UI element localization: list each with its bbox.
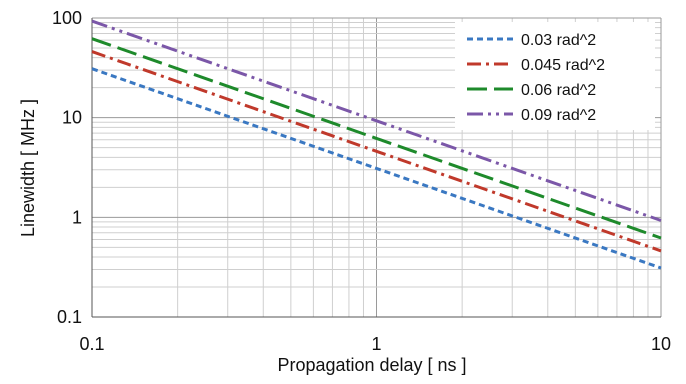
y-tick-label: 10 [62,108,82,128]
legend-label: 0.09 rad^2 [521,107,596,124]
x-axis-title: Propagation delay [ ns ] [277,355,466,375]
tick-labels: 0.1 1 10 0.1 1 10 100 [52,8,671,354]
series-line [91,50,662,253]
x-tick-label: 1 [371,334,381,354]
series-line [91,37,662,240]
series-lines [91,19,662,270]
legend-label: 0.06 rad^2 [521,82,596,99]
legend-label: 0.045 rad^2 [521,57,605,74]
y-axis-title: Linewidth [ MHz ] [18,99,38,237]
y-tick-label: 1 [72,207,82,227]
x-tick-label: 0.1 [79,334,104,354]
series-line [91,67,662,270]
legend: 0.03 rad^2 0.045 rad^2 0.06 rad^2 0.09 rad^… [455,22,655,130]
legend-label: 0.03 rad^2 [521,32,596,49]
y-tick-label: 100 [52,8,82,28]
series-line [91,19,662,222]
y-tick-label: 0.1 [57,307,82,327]
x-tick-label: 10 [651,334,671,354]
